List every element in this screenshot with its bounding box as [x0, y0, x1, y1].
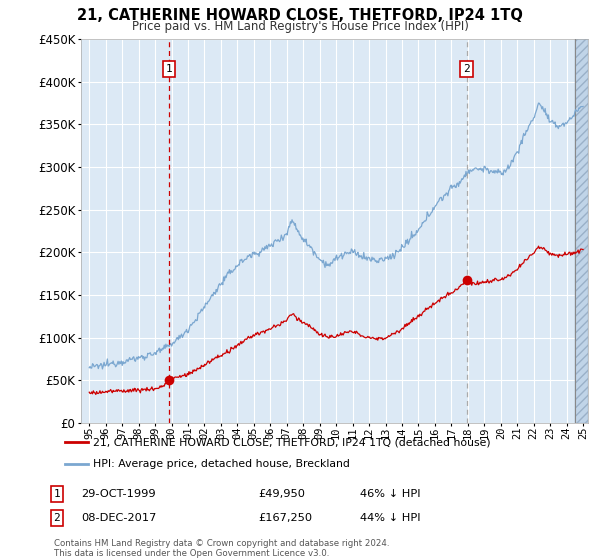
- Text: 46% ↓ HPI: 46% ↓ HPI: [360, 489, 421, 499]
- Text: 29-OCT-1999: 29-OCT-1999: [81, 489, 155, 499]
- Text: Contains HM Land Registry data © Crown copyright and database right 2024.
This d: Contains HM Land Registry data © Crown c…: [54, 539, 389, 558]
- Text: 2: 2: [53, 513, 61, 523]
- Text: 1: 1: [53, 489, 61, 499]
- Text: 21, CATHERINE HOWARD CLOSE, THETFORD, IP24 1TQ: 21, CATHERINE HOWARD CLOSE, THETFORD, IP…: [77, 8, 523, 24]
- Text: £167,250: £167,250: [258, 513, 312, 523]
- Text: 1: 1: [166, 64, 172, 74]
- Text: £49,950: £49,950: [258, 489, 305, 499]
- Text: 44% ↓ HPI: 44% ↓ HPI: [360, 513, 421, 523]
- Text: 2: 2: [463, 64, 470, 74]
- Text: Price paid vs. HM Land Registry's House Price Index (HPI): Price paid vs. HM Land Registry's House …: [131, 20, 469, 32]
- Text: 08-DEC-2017: 08-DEC-2017: [81, 513, 157, 523]
- Text: HPI: Average price, detached house, Breckland: HPI: Average price, detached house, Brec…: [94, 459, 350, 469]
- Text: 21, CATHERINE HOWARD CLOSE, THETFORD, IP24 1TQ (detached house): 21, CATHERINE HOWARD CLOSE, THETFORD, IP…: [94, 437, 491, 447]
